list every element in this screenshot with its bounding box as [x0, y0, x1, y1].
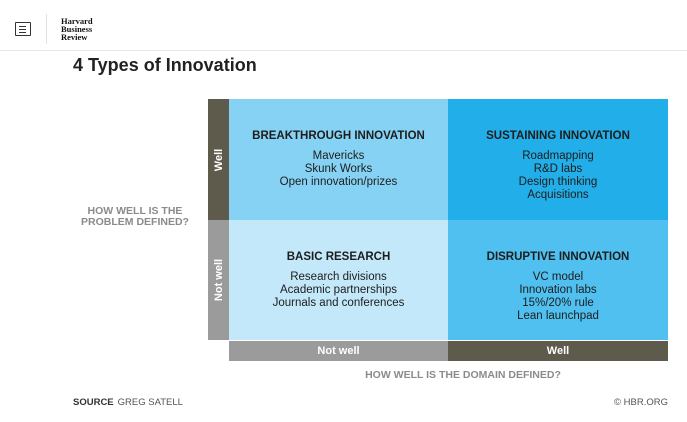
source-value: GREG SATELL	[117, 397, 183, 408]
quadrant-breakthrough: BREAKTHROUGH INNOVATION Mavericks Skunk …	[229, 99, 448, 220]
quadrant-item: Research divisions	[290, 271, 387, 283]
menu-icon[interactable]	[15, 22, 31, 36]
y-axis-label: HOW WELL IS THE PROBLEM DEFINED?	[70, 206, 200, 227]
quadrant-heading: BASIC RESEARCH	[286, 251, 391, 263]
source-line: SOURCE GREG SATELL	[73, 397, 183, 408]
y-axis-not-well-label: Not well	[212, 258, 225, 302]
quadrant-item: Innovation labs	[519, 284, 597, 296]
x-axis-label: HOW WELL IS THE DOMAIN DEFINED?	[365, 369, 561, 381]
x-axis-not-well-bar: Not well	[229, 341, 448, 361]
quadrant-basic-research: BASIC RESEARCH Research divisions Academ…	[229, 220, 448, 340]
quadrant-list: Mavericks Skunk Works Open innovation/pr…	[229, 150, 448, 189]
quadrant-item: Skunk Works	[304, 163, 373, 175]
header-divider	[46, 14, 47, 44]
quadrant-heading: BREAKTHROUGH INNOVATION	[252, 130, 425, 142]
y-axis-label-line: HOW WELL IS THE	[87, 205, 183, 217]
quadrant-item: Open innovation/prizes	[279, 176, 398, 188]
quadrant-item: Lean launchpad	[517, 310, 599, 322]
credit-line: © HBR.ORG	[614, 397, 668, 408]
source-label: SOURCE	[73, 397, 114, 408]
quadrant-list: VC model Innovation labs 15%/20% rule Le…	[448, 271, 668, 323]
x-axis-well-bar: Well	[448, 341, 668, 361]
quadrant-item: Mavericks	[312, 150, 365, 162]
quadrant-heading: DISRUPTIVE INNOVATION	[486, 251, 630, 263]
quadrant-list: Roadmapping R&D labs Design thinking Acq…	[448, 150, 668, 202]
y-axis-well-label: Well	[212, 148, 225, 171]
logo-line: Business	[61, 24, 93, 34]
quadrant-item: Journals and conferences	[272, 297, 405, 309]
quadrant-item: Acquisitions	[527, 189, 589, 201]
quadrant-sustaining: SUSTAINING INNOVATION Roadmapping R&D la…	[448, 99, 668, 220]
x-axis-well-label: Well	[546, 345, 570, 357]
top-bar: Harvard Business Review	[0, 0, 687, 51]
quadrant-list: Research divisions Academic partnerships…	[229, 271, 448, 310]
quadrant-disruptive: DISRUPTIVE INNOVATION VC model Innovatio…	[448, 220, 668, 340]
logo-line: Review	[61, 32, 88, 42]
y-axis-not-well-bar: Not well	[208, 220, 229, 340]
quadrant-heading: SUSTAINING INNOVATION	[486, 130, 630, 142]
quadrant-item: 15%/20% rule	[522, 297, 594, 309]
quadrant-item: R&D labs	[533, 163, 583, 175]
quadrant-item: Roadmapping	[522, 150, 594, 162]
x-axis-not-well-label: Not well	[317, 345, 360, 357]
y-axis-label-line: PROBLEM DEFINED?	[81, 215, 189, 228]
logo-line: Harvard	[61, 16, 93, 26]
quadrant-item: Design thinking	[518, 176, 598, 188]
quadrant-item: VC model	[532, 271, 584, 283]
hbr-logo[interactable]: Harvard Business Review	[61, 16, 121, 42]
quadrant-item: Academic partnerships	[280, 284, 397, 296]
y-axis-well-bar: Well	[208, 99, 229, 220]
page-title: 4 Types of Innovation	[73, 55, 257, 75]
